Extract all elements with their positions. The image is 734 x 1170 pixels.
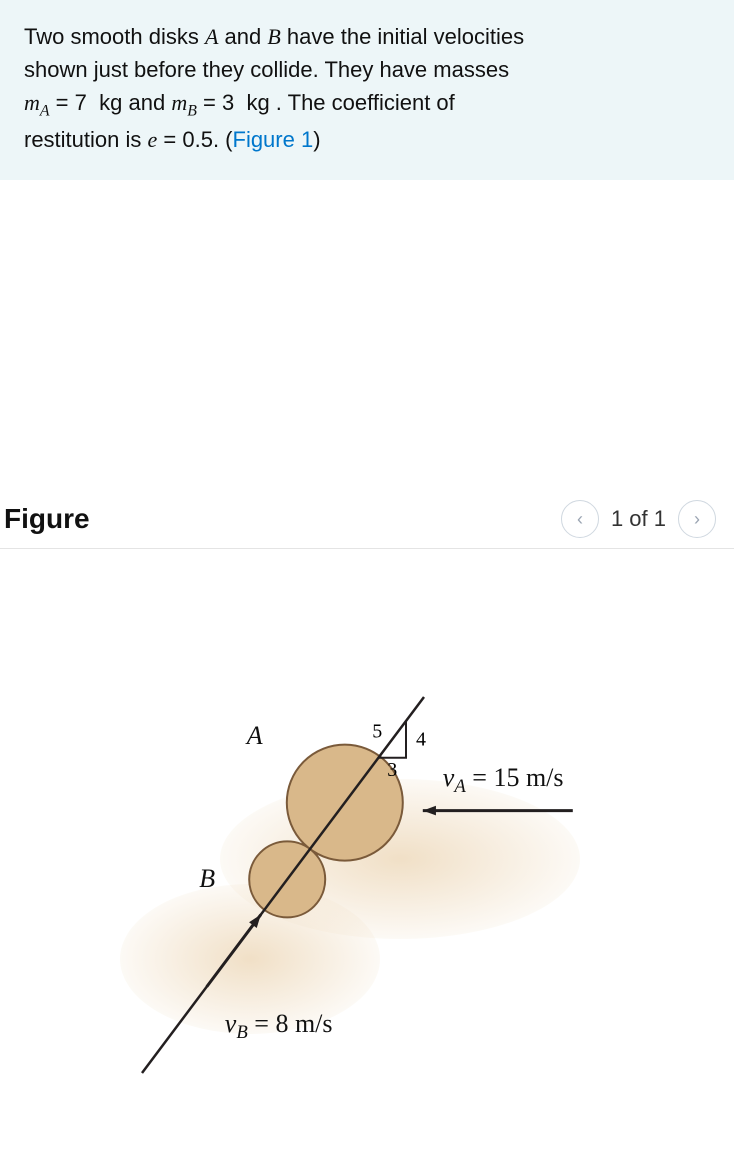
var-B: B bbox=[267, 24, 280, 49]
var-A: A bbox=[205, 24, 218, 49]
eq: = bbox=[197, 90, 222, 115]
text: Two smooth disks bbox=[24, 24, 205, 49]
vB-sym: v bbox=[225, 1009, 237, 1038]
disk-B-label: B bbox=[199, 864, 215, 894]
text: ) bbox=[313, 127, 320, 152]
mB-val: 3 bbox=[222, 90, 234, 115]
vA-sym: v bbox=[443, 763, 455, 792]
problem-statement: Two smooth disks A and B have the initia… bbox=[0, 0, 734, 180]
vA-eq: = bbox=[466, 763, 494, 792]
text: shown just before they collide. They hav… bbox=[24, 57, 509, 82]
mB-sym: m bbox=[171, 90, 187, 115]
mA-val: 7 bbox=[75, 90, 87, 115]
velocity-B-label: vB = 8 m/s bbox=[225, 1009, 333, 1044]
vA-val: 15 m/s bbox=[493, 763, 563, 792]
vB-eq: = bbox=[248, 1009, 276, 1038]
figure-title: Figure bbox=[4, 503, 90, 535]
text: . ( bbox=[213, 127, 233, 152]
vB-val: 8 m/s bbox=[275, 1009, 332, 1038]
prev-figure-button[interactable]: ‹ bbox=[561, 500, 599, 538]
figure-nav: ‹ 1 of 1 › bbox=[561, 500, 716, 538]
e-sym: e bbox=[148, 127, 158, 152]
text: . The coefficient of bbox=[270, 90, 455, 115]
figure-counter: 1 of 1 bbox=[605, 506, 672, 532]
disk-A-label: A bbox=[247, 721, 263, 751]
eq: = bbox=[157, 127, 182, 152]
vA-sub: A bbox=[454, 776, 465, 797]
unit: kg bbox=[99, 90, 122, 115]
next-figure-button[interactable]: › bbox=[678, 500, 716, 538]
velocity-A-label: vA = 15 m/s bbox=[443, 763, 564, 798]
figure-header: Figure ‹ 1 of 1 › bbox=[0, 500, 734, 549]
mB-sub: B bbox=[187, 102, 197, 119]
svg-text:4: 4 bbox=[416, 729, 426, 751]
chevron-right-icon: › bbox=[694, 509, 700, 530]
text: and bbox=[218, 24, 267, 49]
e-val: 0.5 bbox=[182, 127, 213, 152]
chevron-left-icon: ‹ bbox=[577, 509, 583, 530]
svg-text:3: 3 bbox=[387, 759, 397, 781]
mA-sym: m bbox=[24, 90, 40, 115]
mA-sub: A bbox=[40, 102, 50, 119]
eq: = bbox=[50, 90, 75, 115]
text: have the initial velocities bbox=[281, 24, 524, 49]
vB-sub: B bbox=[236, 1022, 247, 1043]
text: restitution is bbox=[24, 127, 148, 152]
figure-link[interactable]: Figure 1 bbox=[233, 127, 314, 152]
figure-svg: 5 43 bbox=[0, 549, 734, 1129]
unit: kg bbox=[246, 90, 269, 115]
figure-canvas: 543 A B vA = 15 m/s vB = 8 m/s bbox=[0, 549, 734, 1129]
svg-text:5: 5 bbox=[372, 721, 382, 743]
and: and bbox=[122, 90, 171, 115]
